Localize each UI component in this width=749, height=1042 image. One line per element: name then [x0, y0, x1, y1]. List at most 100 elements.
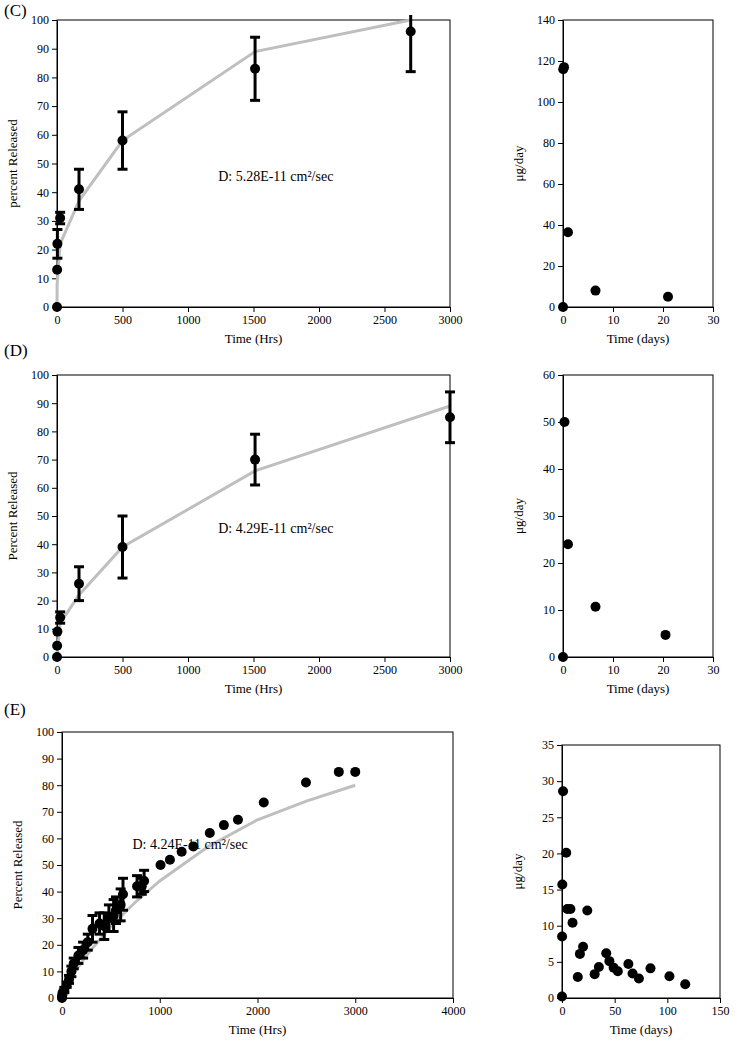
x-tick-mark [254, 657, 255, 662]
y-axis: 0102030405060708090100 [36, 725, 63, 1005]
y-axis-title: μg/day [511, 498, 526, 534]
error-bar-cap [132, 874, 142, 877]
x-tick: 4000 [442, 998, 466, 1018]
x-tick: 20 [658, 307, 670, 327]
x-axis-title: Time (Hrs) [225, 681, 283, 696]
y-tick-label: 60 [37, 128, 49, 142]
y-tick: 25 [542, 811, 562, 825]
y-tick-label: 50 [42, 858, 54, 872]
x-axis: 0102030 [561, 657, 720, 677]
error-bar [74, 567, 84, 601]
y-tick-label: 100 [537, 95, 555, 109]
y-tick-label: 100 [31, 13, 49, 27]
error-bar-cap [52, 228, 62, 231]
data-point [83, 937, 93, 947]
x-tick-label: 1000 [148, 1004, 172, 1018]
y-tick-label: 20 [543, 259, 555, 273]
y-tick: 5 [548, 955, 562, 969]
plot-frame [563, 20, 713, 307]
x-tick-label: 2000 [308, 663, 332, 677]
x-tick-mark [450, 307, 451, 312]
error-bar-cap [74, 168, 84, 171]
error-bar [250, 434, 260, 485]
y-tick-mark [558, 610, 563, 611]
y-tick-mark [57, 732, 62, 733]
data-point [118, 136, 128, 146]
error-bar-cap [109, 930, 119, 933]
y-tick-label: 10 [543, 603, 555, 617]
chart: 0500100015002000250030000102030405060708… [4, 0, 463, 346]
y-axis-title: μg/day [511, 145, 526, 181]
x-tick-mark [615, 998, 616, 1003]
error-bar-cap [406, 70, 416, 73]
x-axis: 0102030 [561, 307, 720, 327]
chart: 01020300102030405060Time (days)μg/day [511, 368, 720, 696]
data-point [591, 602, 601, 612]
x-axis-line [563, 998, 721, 999]
x-tick: 3000 [344, 998, 368, 1018]
y-tick-label: 40 [37, 538, 49, 552]
x-tick-label: 0 [55, 313, 61, 327]
data-point [118, 542, 128, 552]
y-tick-label: 80 [37, 71, 49, 85]
y-tick-label: 60 [543, 368, 555, 382]
x-axis: 01000200030004000 [60, 998, 466, 1018]
y-tick: 60 [543, 368, 563, 382]
x-tick: 3000 [439, 307, 463, 327]
y-axis-title: μg/day [510, 853, 525, 889]
x-tick-label: 20 [658, 313, 670, 327]
y-tick-mark [52, 572, 57, 573]
y-tick-label: 30 [37, 214, 49, 228]
chart: 0102030020406080100120140Time (days)μg/d… [511, 13, 720, 346]
x-tick-label: 0 [560, 1004, 566, 1018]
y-tick-label: 0 [549, 650, 555, 664]
y-tick-mark [57, 865, 62, 866]
y-axis: 05101520253035 [542, 738, 563, 1005]
y-tick: 140 [537, 13, 563, 27]
y-tick: 40 [37, 186, 57, 200]
data-point [578, 942, 588, 952]
y-tick-mark [558, 563, 563, 564]
figure: 050010001500200025003000 0102030405060708… [0, 0, 749, 1042]
y-tick-mark [558, 102, 563, 103]
annotation: D: 4.29E-11 cm²/sec [218, 521, 333, 536]
x-tick: 30 [708, 307, 720, 327]
x-tick-mark [188, 307, 189, 312]
x-tick-mark [319, 307, 320, 312]
data-point [233, 815, 243, 825]
y-tick: 20 [543, 259, 563, 273]
x-tick-label: 4000 [442, 1004, 466, 1018]
y-tick: 40 [37, 538, 57, 552]
y-axis: 020406080100120140 [537, 13, 564, 314]
y-tick-label: 10 [542, 919, 554, 933]
y-tick-label: 20 [42, 938, 54, 952]
error-bar-cap [250, 433, 260, 436]
x-tick-label: 1500 [242, 313, 266, 327]
x-tick-label: 10 [608, 663, 620, 677]
x-tick-mark [385, 657, 386, 662]
x-tick-mark [450, 657, 451, 662]
y-tick-mark [52, 544, 57, 545]
y-tick: 100 [537, 95, 563, 109]
y-tick: 20 [543, 556, 563, 570]
y-tick-mark [558, 516, 563, 517]
error-bar-cap [118, 168, 128, 171]
y-tick-label: 90 [42, 752, 54, 766]
y-tick: 20 [542, 847, 562, 861]
y-tick-mark [557, 817, 562, 818]
y-tick: 90 [37, 397, 57, 411]
y-tick-mark [57, 945, 62, 946]
error-bar-cap [74, 565, 84, 568]
y-tick-label: 20 [543, 556, 555, 570]
data-point [591, 286, 601, 296]
y-tick: 10 [542, 919, 562, 933]
chart: 010002000300040000102030405060708090100T… [4, 700, 466, 1037]
x-axis: 050010001500200025003000 [55, 657, 463, 677]
y-axis-title: Percent Released [10, 820, 25, 910]
y-tick-label: 100 [31, 368, 49, 382]
data-point [558, 302, 568, 312]
panel-title: (E) [4, 700, 26, 719]
x-tick-label: 3000 [439, 663, 463, 677]
y-axis: 0102030405060708090100 [31, 368, 58, 664]
y-tick-label: 20 [37, 243, 49, 257]
